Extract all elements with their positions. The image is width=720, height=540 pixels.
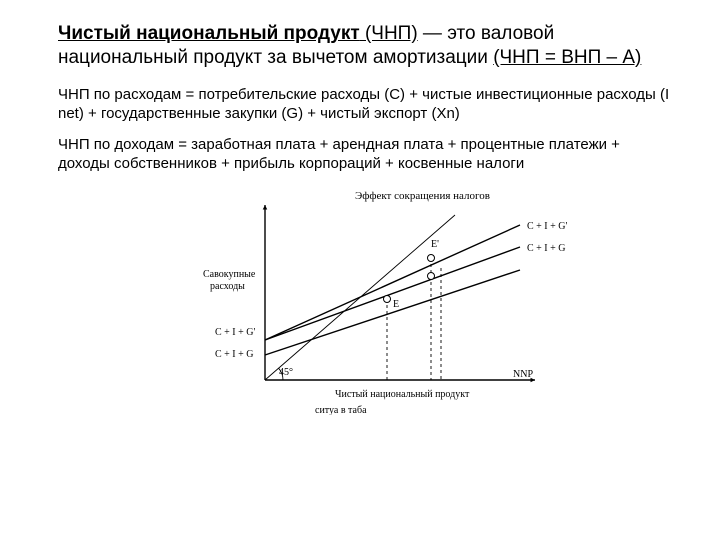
point-label: E' bbox=[431, 239, 439, 250]
line-label-left: C + I + G bbox=[215, 349, 254, 360]
point-label: E bbox=[393, 299, 399, 310]
heading: Чистый национальный продукт (ЧНП) — это … bbox=[58, 22, 672, 71]
expenditure-line bbox=[265, 247, 520, 340]
line-label-left: C + I + G' bbox=[215, 327, 256, 338]
svg-text:45°: 45° bbox=[279, 367, 293, 378]
paragraph-income: ЧНП по доходам = заработная плата + арен… bbox=[58, 135, 672, 173]
heading-abbrev: (ЧНП) bbox=[360, 23, 418, 44]
intersection-point bbox=[428, 255, 435, 262]
diagram-container: Эффект сокращения налогов Савокупныерасхо… bbox=[58, 185, 672, 415]
heading-formula: (ЧНП = ВНП – А) bbox=[493, 47, 641, 68]
y-axis-label: Савокупные bbox=[203, 269, 256, 280]
tax-cut-effect-diagram: Эффект сокращения налогов Савокупныерасхо… bbox=[155, 185, 575, 415]
heading-bold: Чистый национальный продукт bbox=[58, 23, 360, 44]
cropped-text: ситуа в таба bbox=[315, 405, 367, 415]
y-axis-label: расходы bbox=[210, 281, 245, 292]
x-axis-label: NNP bbox=[513, 369, 533, 380]
paragraph-expenditure: ЧНП по расходам = потребительские расход… bbox=[58, 85, 672, 123]
line-label-right: C + I + G' bbox=[527, 221, 568, 232]
intersection-point bbox=[428, 273, 435, 280]
intersection-point bbox=[384, 296, 391, 303]
line-label-right: C + I + G bbox=[527, 243, 566, 254]
x-axis-label: Чистый национальный продукт bbox=[335, 389, 470, 400]
diagram-title: Эффект сокращения налогов bbox=[355, 190, 490, 202]
